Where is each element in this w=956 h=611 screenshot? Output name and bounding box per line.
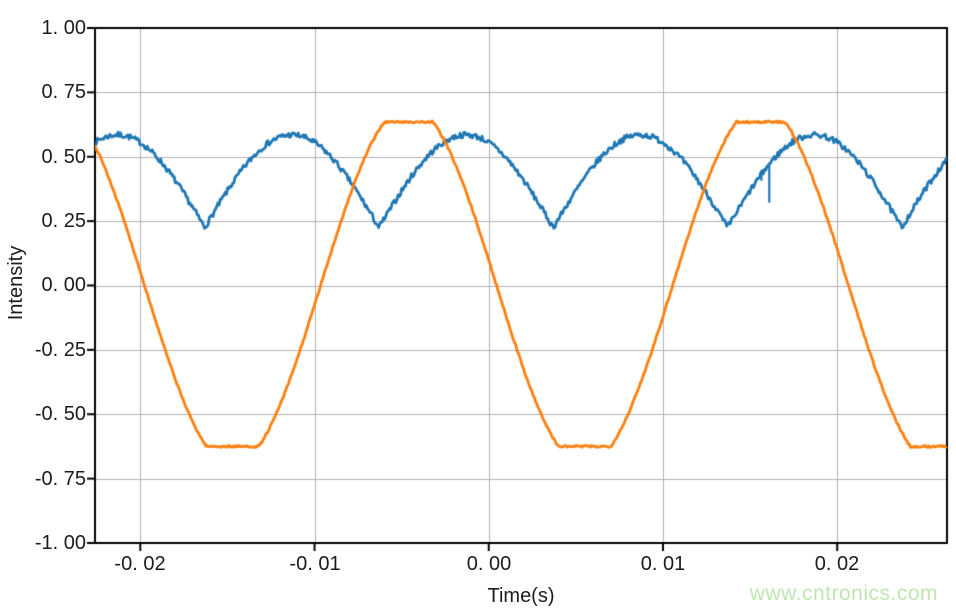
y-tick-label: -0. 25 bbox=[34, 339, 86, 361]
y-tick-label: 1. 00 bbox=[41, 17, 86, 39]
y-axis-title: Intensity bbox=[5, 245, 27, 321]
y-tick-label: 0. 00 bbox=[41, 274, 86, 296]
x-tick-label: 0. 01 bbox=[640, 553, 686, 575]
y-tick-label: -0. 50 bbox=[34, 403, 86, 425]
x-tick-label: 0. 00 bbox=[466, 553, 512, 575]
x-tick-label: 0. 02 bbox=[814, 553, 860, 575]
watermark-text: www.cntronics.com bbox=[749, 582, 938, 605]
x-tick-label: -0. 01 bbox=[289, 553, 341, 575]
y-tick-label: 0. 50 bbox=[41, 146, 86, 168]
y-tick-label: -0. 75 bbox=[34, 468, 86, 490]
y-tick-label: 0. 25 bbox=[41, 210, 86, 232]
y-tick-label: -1. 00 bbox=[34, 532, 86, 554]
x-axis-title: Time(s) bbox=[487, 585, 555, 607]
x-tick-label: -0. 02 bbox=[114, 553, 166, 575]
y-tick-label: 0. 75 bbox=[41, 81, 86, 103]
